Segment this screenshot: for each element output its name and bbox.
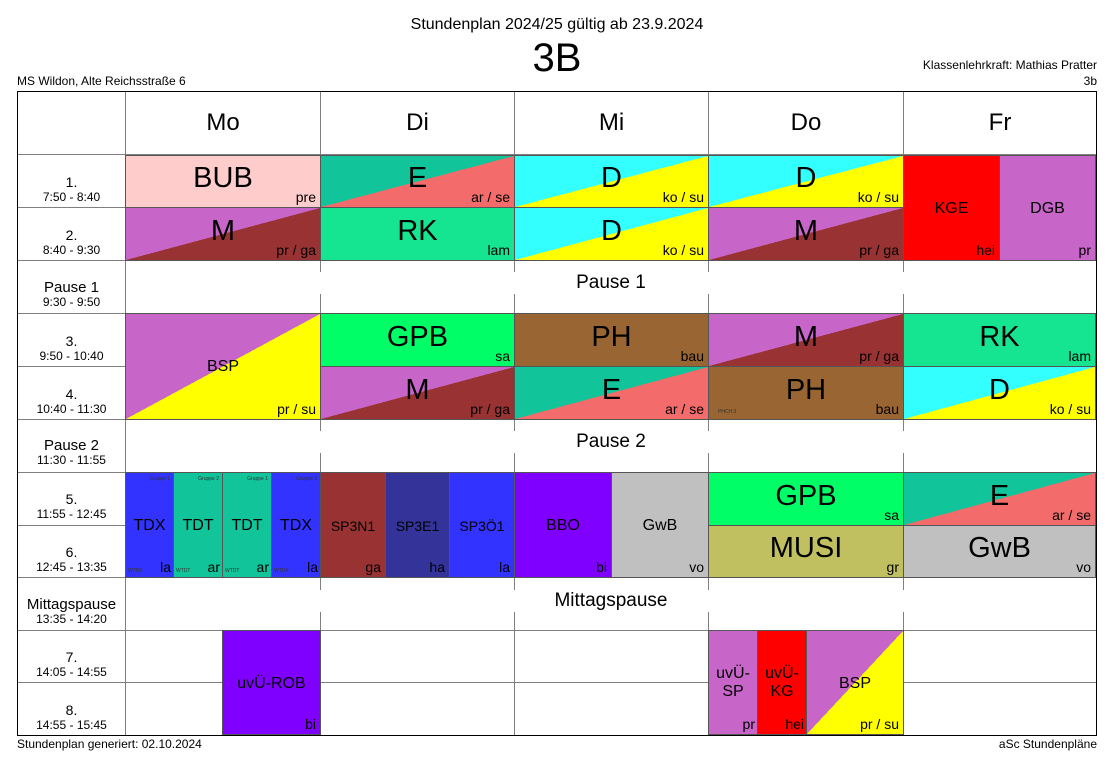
- lesson-fr-6[interactable]: GwB vo: [903, 525, 1096, 578]
- period-2: 2. 8:40 - 9:30: [42, 227, 101, 258]
- period-3: 3. 9:50 - 10:40: [39, 333, 104, 364]
- lesson-mo-5-6-tdt-1[interactable]: Gruppe 2 TDT WTDT ar: [173, 472, 223, 578]
- lesson-fr-1-2-kge[interactable]: KGE hei: [903, 155, 1000, 261]
- lesson-do-4[interactable]: PH PHCH.3 bau: [708, 366, 904, 420]
- day-header-mi: Mi: [598, 109, 625, 136]
- period-8: 8. 14:55 - 15:45: [36, 702, 107, 733]
- lesson-mo-5-6-tdt-2[interactable]: Gruppe 1 TDT WTDT ar: [222, 472, 272, 578]
- lesson-di-5-6-sp3e1[interactable]: SP3E1 ha: [385, 472, 450, 578]
- lesson-do-2[interactable]: M pr / ga: [708, 207, 904, 261]
- lunch-break-row: Mittagspause: [126, 590, 1096, 612]
- period-4: 4. 10:40 - 11:30: [36, 386, 107, 417]
- period-1: 1. 7:50 - 8:40: [42, 174, 101, 205]
- lesson-fr-3[interactable]: RK lam: [903, 313, 1096, 367]
- divider: [18, 682, 1096, 683]
- lesson-mi-2[interactable]: D ko / su: [514, 207, 709, 261]
- lesson-mi-1[interactable]: D ko / su: [514, 155, 709, 208]
- lesson-fr-5[interactable]: E ar / se: [903, 472, 1096, 526]
- lesson-do-3[interactable]: M pr / ga: [708, 313, 904, 367]
- lesson-do-7-8-uvu-sp[interactable]: uvÜ- SP pr: [708, 630, 758, 735]
- lesson-do-7-8-uvu-kg[interactable]: uvÜ- KG hei: [757, 630, 807, 735]
- class-name: 3B: [532, 36, 582, 80]
- period-pause1: Pause 1 9:30 - 9:50: [42, 279, 101, 309]
- lesson-mi-4[interactable]: E ar / se: [514, 366, 709, 420]
- lesson-do-5[interactable]: GPB sa: [708, 472, 904, 526]
- lesson-mi-5-6-gwb[interactable]: GwB vo: [611, 472, 709, 578]
- lesson-mi-3[interactable]: PH bau: [514, 313, 709, 367]
- lesson-di-5-6-sp3n1[interactable]: SP3N1 ga: [320, 472, 386, 578]
- pause-2-row: Pause 2: [126, 431, 1096, 453]
- lesson-fr-4[interactable]: D ko / su: [903, 366, 1096, 420]
- lesson-mo-2[interactable]: M pr / ga: [125, 207, 321, 261]
- period-6: 6. 12:45 - 13:35: [36, 544, 107, 575]
- day-header-fr: Fr: [988, 109, 1012, 136]
- day-header-mo: Mo: [206, 109, 240, 136]
- generated-date: Stundenplan generiert: 02.10.2024: [17, 737, 202, 751]
- lesson-di-2[interactable]: RK lam: [320, 207, 515, 261]
- divider: [18, 630, 1096, 631]
- lesson-mo-3-4[interactable]: BSP pr / su: [125, 313, 321, 420]
- lesson-do-6[interactable]: MUSI gr: [708, 525, 904, 578]
- day-header-di: Di: [406, 109, 429, 136]
- divider: [18, 154, 1096, 155]
- lesson-mo-5-6-tdx-1[interactable]: Gruppe 1 TDX WTDX la: [125, 472, 174, 578]
- period-pause2: Pause 2 11:30 - 11:55: [37, 437, 106, 467]
- lesson-mo-5-6-tdx-2[interactable]: Gruppe 2 TDX WTDX la: [271, 472, 321, 578]
- timetable-title: Stundenplan 2024/25 gültig ab 23.9.2024: [410, 16, 704, 33]
- pause-1-row: Pause 1: [126, 272, 1096, 294]
- class-code: 3b: [1083, 74, 1097, 88]
- school-name: MS Wildon, Alte Reichsstraße 6: [17, 74, 186, 88]
- brand-label: aSc Stundenpläne: [998, 737, 1097, 751]
- lesson-di-5-6-sp3o1[interactable]: SP3Ö1 la: [449, 472, 515, 578]
- class-teacher: Klassenlehrkraft: Mathias Pratter: [922, 58, 1097, 72]
- day-header-do: Do: [790, 109, 822, 136]
- timetable-grid: Mo Di Mi Do Fr 1. 7:50 - 8:40 2. 8:40 - 9:…: [17, 91, 1097, 736]
- period-5: 5. 11:55 - 12:45: [36, 491, 107, 522]
- period-lunch: Mittagspause 13:35 - 14:20: [26, 596, 117, 626]
- lesson-di-3[interactable]: GPB sa: [320, 313, 515, 367]
- lesson-do-1[interactable]: D ko / su: [708, 155, 904, 208]
- lesson-do-7-8-bsp[interactable]: BSP pr / su: [806, 630, 904, 735]
- lesson-mi-5-6-bbo[interactable]: BBO bi: [514, 472, 612, 578]
- lesson-fr-1-2-dgb[interactable]: DGB pr: [999, 155, 1096, 261]
- lesson-di-1[interactable]: E ar / se: [320, 155, 515, 208]
- period-7: 7. 14:05 - 14:55: [36, 649, 107, 680]
- lesson-di-4[interactable]: M pr / ga: [320, 366, 515, 420]
- lesson-mo-1[interactable]: BUB pre: [125, 155, 321, 208]
- lesson-mo-7-8[interactable]: uvÜ-ROB bi: [222, 630, 321, 735]
